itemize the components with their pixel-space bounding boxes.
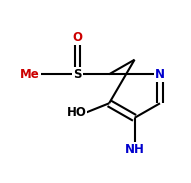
- Text: Me: Me: [20, 68, 40, 81]
- Text: HO: HO: [66, 106, 86, 119]
- Text: N: N: [155, 68, 165, 81]
- Text: NH: NH: [125, 143, 144, 156]
- Text: S: S: [73, 68, 82, 81]
- Text: O: O: [72, 31, 82, 44]
